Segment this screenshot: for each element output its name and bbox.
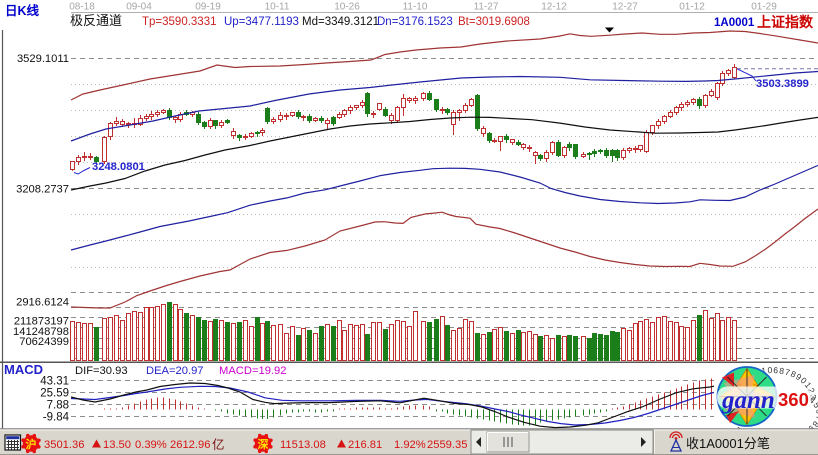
svg-text:11-10: 11-10 — [403, 2, 428, 13]
svg-text:2916.6124: 2916.6124 — [16, 297, 69, 309]
svg-text:Bt=3019.6908: Bt=3019.6908 — [458, 16, 530, 28]
svg-text:13.50: 13.50 — [103, 439, 131, 451]
svg-text:360: 360 — [778, 389, 809, 410]
svg-text:1A0001: 1A0001 — [714, 17, 755, 29]
svg-text:上证指数: 上证指数 — [757, 14, 814, 30]
svg-text:0.39%: 0.39% — [135, 439, 167, 451]
svg-text:3248.0801: 3248.0801 — [92, 161, 145, 173]
svg-text:2612.96: 2612.96 — [170, 439, 210, 451]
svg-text:Up=3477.1193: Up=3477.1193 — [224, 16, 299, 28]
svg-text:25.59: 25.59 — [40, 388, 69, 400]
svg-text:Md=3349.3121: Md=3349.3121 — [302, 16, 379, 28]
svg-text:日K线: 日K线 — [5, 3, 40, 18]
svg-text:10-11: 10-11 — [265, 2, 290, 13]
svg-text:MACD=19.92: MACD=19.92 — [219, 365, 286, 377]
svg-text:01-29: 01-29 — [751, 2, 777, 13]
svg-text:极反通道: 极反通道 — [70, 13, 122, 28]
svg-text:01-12: 01-12 — [679, 2, 705, 13]
svg-text:亿: 亿 — [212, 437, 225, 452]
svg-text:70624399: 70624399 — [19, 336, 69, 348]
svg-text:Dn=3176.1523: Dn=3176.1523 — [377, 16, 453, 28]
svg-text:3503.3899: 3503.3899 — [756, 78, 809, 90]
svg-text:216.81: 216.81 — [348, 439, 382, 451]
svg-text:141248798: 141248798 — [13, 326, 69, 338]
svg-text:43.31: 43.31 — [40, 376, 69, 388]
svg-text:3501.36: 3501.36 — [44, 439, 84, 451]
svg-text:12-27: 12-27 — [612, 2, 638, 13]
svg-text:DEA=20.97: DEA=20.97 — [146, 365, 204, 377]
svg-text:12-12: 12-12 — [541, 2, 567, 13]
svg-text:1.92%: 1.92% — [394, 439, 426, 451]
svg-text:7.88: 7.88 — [47, 400, 69, 412]
svg-text:沪: 沪 — [26, 437, 37, 451]
svg-text:11513.08: 11513.08 — [280, 439, 326, 451]
svg-text:2559.35: 2559.35 — [427, 439, 467, 451]
svg-text:08-18: 08-18 — [69, 2, 95, 13]
svg-text:gann: gann — [721, 387, 775, 414]
svg-text:09-04: 09-04 — [126, 2, 152, 13]
svg-text:3529.1011: 3529.1011 — [17, 53, 69, 65]
svg-text:3208.2737: 3208.2737 — [16, 184, 69, 196]
svg-text:MACD: MACD — [4, 362, 43, 377]
svg-text:-9.84: -9.84 — [43, 412, 70, 424]
svg-text:11-27: 11-27 — [474, 2, 499, 13]
svg-text:收1A0001分笔: 收1A0001分笔 — [686, 436, 770, 451]
svg-text:DIF=30.93: DIF=30.93 — [75, 365, 128, 377]
svg-text:深: 深 — [258, 437, 269, 451]
svg-text:211873197: 211873197 — [14, 316, 69, 328]
svg-text:09-19: 09-19 — [195, 2, 221, 13]
svg-text:10-26: 10-26 — [334, 2, 360, 13]
svg-text:Tp=3590.3331: Tp=3590.3331 — [142, 16, 217, 28]
